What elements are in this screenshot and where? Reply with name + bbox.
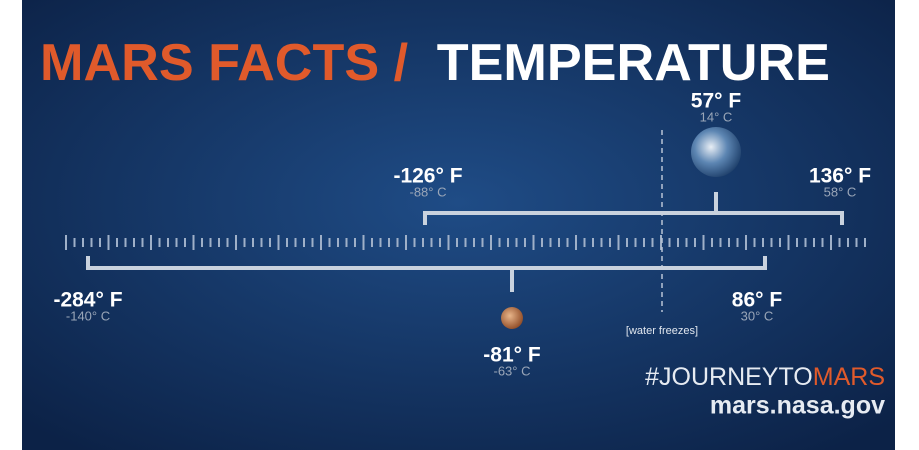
mars-high-c: 30° C <box>741 308 774 323</box>
earth-low-c: -88° C <box>410 184 447 199</box>
mars-icon <box>501 307 523 329</box>
earth-range-bracket <box>423 192 844 225</box>
earth-low-f: -126° F <box>393 165 462 188</box>
title: MARS FACTS / TEMPERATURE <box>40 34 830 92</box>
title-lead: MARS FACTS / <box>40 34 408 92</box>
hashtag-accent: MARS <box>813 363 885 391</box>
scale-ticks <box>65 235 866 250</box>
mars-range-bracket <box>86 256 767 292</box>
hashtag-prefix: #JOURNEYTO <box>645 363 813 391</box>
mars-low-c: -140° C <box>66 308 110 323</box>
freezing-label: [water freezes] <box>626 325 698 337</box>
earth-average-c: 14° C <box>700 109 733 124</box>
mars-low-f: -284° F <box>53 289 122 312</box>
mars-average-c: -63° C <box>494 363 531 378</box>
earth-icon <box>691 127 741 177</box>
hashtag: #JOURNEYTOMARS <box>645 363 885 391</box>
earth-average-f: 57° F <box>691 90 742 113</box>
mars-high-f: 86° F <box>732 289 783 312</box>
mars-average-f: -81° F <box>483 344 541 367</box>
earth-high-f: 136° F <box>809 165 871 188</box>
title-topic: TEMPERATURE <box>437 34 830 92</box>
background <box>22 0 895 450</box>
earth-high-c: 58° C <box>824 184 857 199</box>
website: mars.nasa.gov <box>710 392 885 420</box>
